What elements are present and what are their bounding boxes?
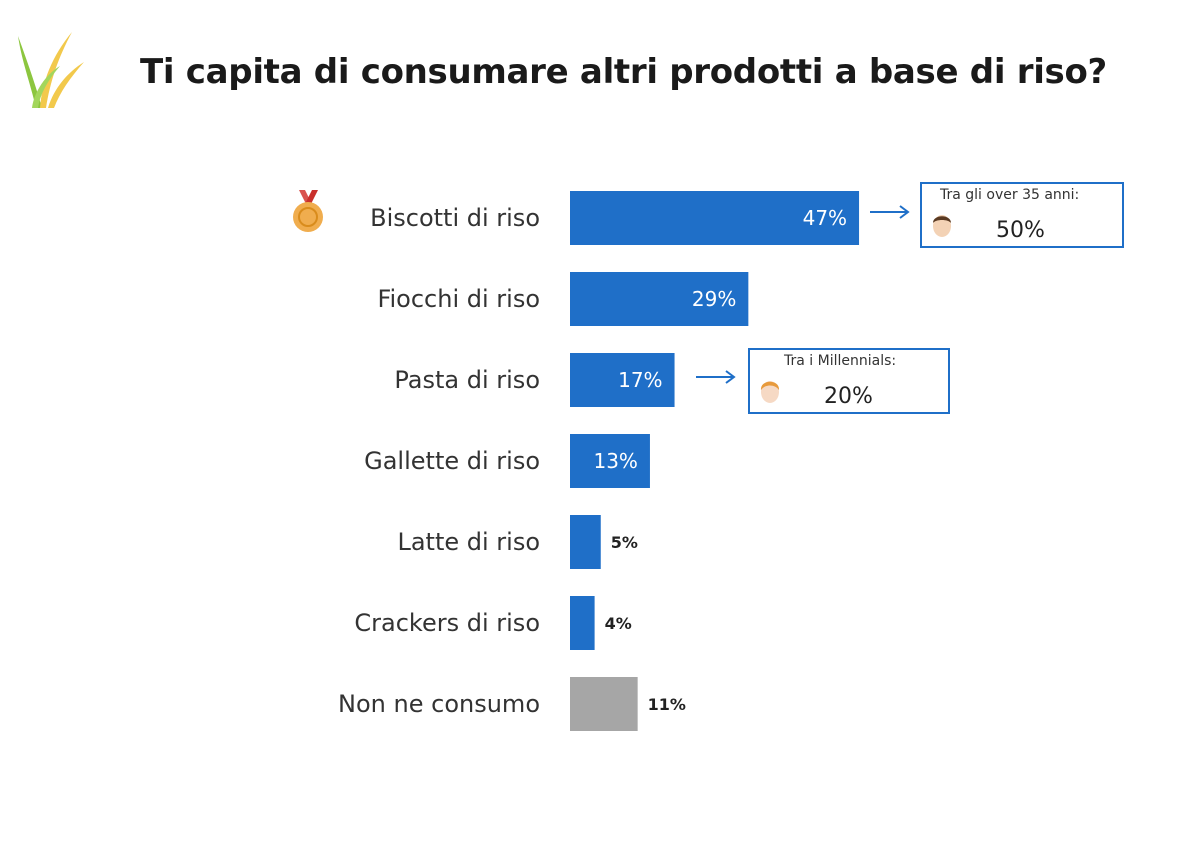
callout-label: Tra i Millennials: <box>784 353 897 369</box>
category-label: Pasta di riso <box>394 366 540 394</box>
value-label: 29% <box>692 287 736 311</box>
category-label: Non ne consumo <box>338 690 540 718</box>
category-label: Crackers di riso <box>354 609 540 637</box>
value-label: 47% <box>803 206 847 230</box>
bar <box>570 191 860 245</box>
person-face-icon <box>933 215 951 237</box>
arrow-right-icon <box>696 370 736 384</box>
bar <box>570 677 638 731</box>
bar <box>570 353 675 407</box>
value-label: 11% <box>648 695 686 714</box>
value-label: 4% <box>605 614 632 633</box>
rice-plant-icon <box>18 32 84 108</box>
callout-value: 20% <box>824 384 873 409</box>
gold-medal-icon <box>293 190 323 232</box>
value-label: 13% <box>593 449 637 473</box>
bar <box>570 515 601 569</box>
arrow-right-icon <box>870 205 910 219</box>
callout-over35: Tra gli over 35 anni: 50% <box>920 182 1124 248</box>
bar <box>570 434 650 488</box>
category-label: Latte di riso <box>397 528 540 556</box>
value-label: 5% <box>611 533 638 552</box>
category-label: Fiocchi di riso <box>377 285 540 313</box>
chart-title: Ti capita di consumare altri prodotti a … <box>140 52 1107 92</box>
callout-label: Tra gli over 35 anni: <box>940 187 1080 203</box>
callout-millennials: Tra i Millennials: 20% <box>748 348 950 414</box>
callout-value: 50% <box>996 218 1045 243</box>
bar <box>570 272 749 326</box>
category-label: Gallette di riso <box>364 447 540 475</box>
bar <box>570 596 595 650</box>
value-label: 17% <box>618 368 662 392</box>
person-face-icon <box>760 381 780 403</box>
category-label: Biscotti di riso <box>370 204 540 232</box>
